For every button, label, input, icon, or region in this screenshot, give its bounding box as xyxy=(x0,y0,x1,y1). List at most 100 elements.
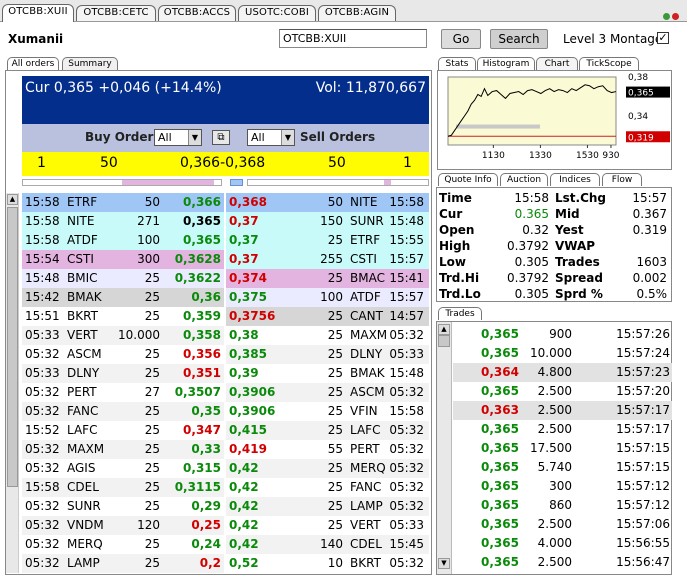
green-dot-icon[interactable] xyxy=(663,13,670,20)
trade-price: 0,364 xyxy=(481,365,519,379)
scroll-thumb[interactable] xyxy=(438,335,450,347)
tab-auction[interactable]: Auction xyxy=(500,173,548,186)
search-button[interactable]: Search xyxy=(490,29,548,49)
ask-row[interactable]: 0,3906 25 ASCM 05:32 xyxy=(226,383,429,402)
tab-stats[interactable]: Stats xyxy=(438,57,476,70)
bid-row[interactable]: 15:58 NITE 271 0,365 xyxy=(22,212,224,231)
bid-row[interactable]: 15:58 ETRF 50 0,366 xyxy=(22,193,224,212)
ask-price: 0,3756 xyxy=(229,309,276,323)
y-tick-label: 0,38 xyxy=(628,73,648,83)
bid-row[interactable]: 15:48 BMIC 25 0,3622 xyxy=(22,269,224,288)
ask-row[interactable]: 0,42 25 FANC 05:32 xyxy=(226,478,429,497)
ask-row[interactable]: 0,368 50 NITE 15:58 xyxy=(226,193,429,212)
bid-size: 120 xyxy=(137,518,160,532)
ask-size: 140 xyxy=(320,537,343,551)
tab-quote-info[interactable]: Quote Info xyxy=(438,173,498,186)
tab-usotc-cobi[interactable]: USOTC:COBI xyxy=(238,5,316,21)
bid-row[interactable]: 15:54 CSTI 300 0,3628 xyxy=(22,250,224,269)
link-icon[interactable]: ⧉ xyxy=(212,130,230,145)
tab-otcbb-agin[interactable]: OTCBB:AGIN xyxy=(318,5,396,21)
trade-time: 15:57:15 xyxy=(616,441,670,455)
bid-row[interactable]: 05:32 VNDM 120 0,25 xyxy=(22,516,224,535)
bid-row[interactable]: 15:52 LAFC 25 0,347 xyxy=(22,421,224,440)
trade-time: 15:57:20 xyxy=(616,384,670,398)
montage-scrollbar[interactable]: ▲ xyxy=(6,193,19,573)
bid-mm: AGIS xyxy=(67,461,96,475)
qi-value: 0.5% xyxy=(636,287,668,301)
bid-mm: MERQ xyxy=(67,537,103,551)
buy-filter-select[interactable]: All ▼ xyxy=(154,129,202,146)
ask-row[interactable]: 0,3906 25 VFIN 15:58 xyxy=(226,402,429,421)
ask-row[interactable]: 0,415 25 LAFC 05:32 xyxy=(226,421,429,440)
tab-all-orders[interactable]: All orders xyxy=(7,57,59,70)
ask-row[interactable]: 0,42 25 LAMP 05:32 xyxy=(226,497,429,516)
ask-row[interactable]: 0,37 150 SUNR 15:48 xyxy=(226,212,429,231)
ask-size: 50 xyxy=(328,155,346,171)
ask-row[interactable]: 0,52 10 BKRT 05:32 xyxy=(226,554,429,573)
ask-price: 0,3906 xyxy=(229,385,276,399)
tab-chart[interactable]: Chart xyxy=(536,57,578,70)
trade-row: 0,365 900 15:57:26 xyxy=(453,325,672,344)
bid-row[interactable]: 15:58 CDEL 25 0,3115 xyxy=(22,478,224,497)
ask-time: 15:48 xyxy=(389,214,424,228)
sell-filter-select[interactable]: All ▼ xyxy=(247,129,295,146)
ask-row[interactable]: 0,37 255 CSTI 15:57 xyxy=(226,250,429,269)
scroll-up-icon[interactable]: ▲ xyxy=(438,324,450,335)
bid-row[interactable]: 05:32 AGIS 25 0,315 xyxy=(22,459,224,478)
bid-row[interactable]: 05:32 MAXM 25 0,33 xyxy=(22,440,224,459)
close-dot-icon[interactable] xyxy=(672,13,679,20)
bid-row[interactable]: 05:33 VERT 10.000 0,358 xyxy=(22,326,224,345)
tab-otcbb-cetc[interactable]: OTCBB:CETC xyxy=(76,5,156,21)
bid-mm: DLNY xyxy=(67,366,100,380)
window-controls xyxy=(661,9,679,23)
bid-row[interactable]: 05:33 DLNY 25 0,351 xyxy=(22,364,224,383)
ask-row[interactable]: 0,37 25 ETRF 15:55 xyxy=(226,231,429,250)
level3-checkbox[interactable]: ✓ xyxy=(657,31,669,44)
bid-mm: VNDM xyxy=(67,518,104,532)
scroll-down-icon[interactable]: ▼ xyxy=(438,558,450,569)
bid-row[interactable]: 05:32 SUNR 25 0,29 xyxy=(22,497,224,516)
qi-value: 15:57 xyxy=(632,191,667,205)
trades-panel: ▲ ▼ 0,365 900 15:57:26 0,365 10.000 15:57:24 0… xyxy=(436,321,672,575)
tab-tickscope[interactable]: TickScope xyxy=(579,57,639,70)
bid-price: 0,3507 xyxy=(174,385,221,399)
bid-time: 15:58 xyxy=(25,480,60,494)
tab-histogram[interactable]: Histogram xyxy=(477,57,535,70)
ask-row[interactable]: 0,42 25 MERQ 05:32 xyxy=(226,459,429,478)
scroll-up-icon[interactable]: ▲ xyxy=(7,194,18,205)
bid-row[interactable]: 15:42 BMAK 25 0,36 xyxy=(22,288,224,307)
bid-row[interactable]: 15:58 ATDF 100 0,365 xyxy=(22,231,224,250)
bid-row[interactable]: 05:32 ASCM 25 0,356 xyxy=(22,345,224,364)
ask-row[interactable]: 0,39 25 BMAK 15:48 xyxy=(226,364,429,383)
scroll-thumb[interactable] xyxy=(7,207,18,487)
symbol-input[interactable]: OTCBB:XUII xyxy=(279,29,427,48)
trades-scrollbar[interactable]: ▲ ▼ xyxy=(437,322,452,574)
bid-time: 05:33 xyxy=(25,328,60,342)
bid-row[interactable]: 05:32 LAMP 25 0,2 xyxy=(22,554,224,573)
bid-row[interactable]: 15:51 BKRT 25 0,359 xyxy=(22,307,224,326)
qi-label: Cur xyxy=(439,207,463,221)
ask-row[interactable]: 0,38 25 MAXM 05:32 xyxy=(226,326,429,345)
quote-info-row: Cur 0.365 Mid 0.367 xyxy=(437,205,673,224)
bid-row[interactable]: 05:32 MERQ 25 0,24 xyxy=(22,535,224,554)
tab-trades[interactable]: Trades xyxy=(438,307,482,320)
go-button[interactable]: Go xyxy=(441,29,481,49)
ask-row[interactable]: 0,3756 25 CANT 14:57 xyxy=(226,307,429,326)
tab-otcbb-accs[interactable]: OTCBB:ACCS xyxy=(158,5,236,21)
ask-row[interactable]: 0,375 100 ATDF 15:57 xyxy=(226,288,429,307)
trade-row: 0,365 300 15:57:12 xyxy=(453,477,672,496)
ask-row[interactable]: 0,42 25 VERT 05:33 xyxy=(226,516,429,535)
ask-row[interactable]: 0,419 55 PERT 05:32 xyxy=(226,440,429,459)
ask-row[interactable]: 0,374 25 BMAC 15:41 xyxy=(226,269,429,288)
tab-otcbb-xuii[interactable]: OTCBB:XUII xyxy=(2,4,74,22)
trade-row: 0,365 17.500 15:57:15 xyxy=(453,439,672,458)
tab-summary[interactable]: Summary xyxy=(62,57,118,70)
bid-row[interactable]: 05:32 PERT 27 0,3507 xyxy=(22,383,224,402)
bid-row[interactable]: 05:32 FANC 25 0,35 xyxy=(22,402,224,421)
ask-row[interactable]: 0,385 25 DLNY 05:33 xyxy=(226,345,429,364)
tab-indices[interactable]: Indices xyxy=(550,173,600,186)
tab-flow[interactable]: Flow xyxy=(602,173,642,186)
ask-time: 15:57 xyxy=(389,252,424,266)
ask-row[interactable]: 0,42 140 CDEL 15:45 xyxy=(226,535,429,554)
